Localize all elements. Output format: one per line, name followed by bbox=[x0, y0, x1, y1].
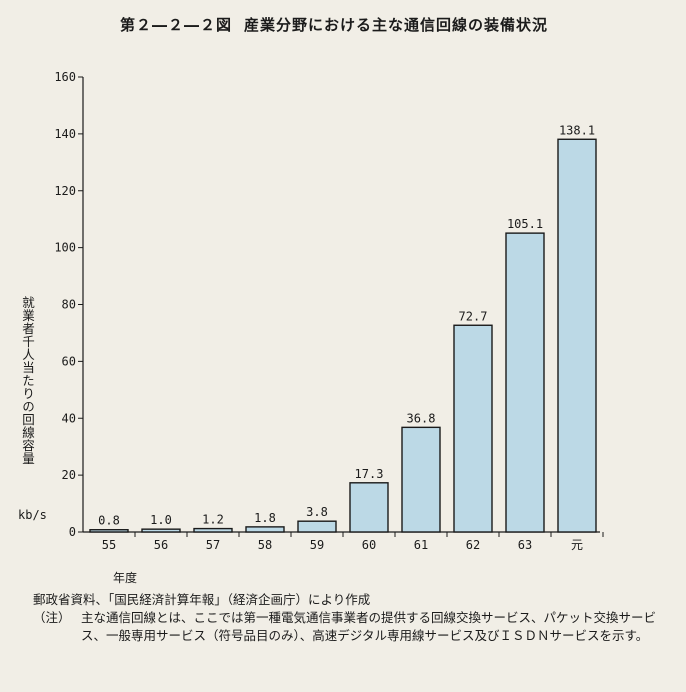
y-tick-label: 0 bbox=[69, 525, 76, 539]
bar-value-label: 17.3 bbox=[355, 467, 384, 481]
bar-value-label: 72.7 bbox=[459, 309, 488, 323]
figure-title-text: 産業分野における主な通信回線の装備状況 bbox=[244, 16, 549, 34]
y-ticks: 0 20 40 60 80 100 120 140 160 bbox=[54, 70, 83, 539]
bar bbox=[453, 324, 493, 533]
bar-value-label: 1.0 bbox=[150, 513, 172, 527]
x-tick-label: 元 bbox=[571, 538, 583, 552]
bar bbox=[401, 426, 441, 533]
bars: 0.8 1.0 1.2 1.8 3.8 17.3 36.8 72.7 105.1 138.1 bbox=[89, 123, 597, 533]
footnote-text: 主な通信回線とは、ここでは第一種電気通信事業者の提供する回線交換サービス、パケッ… bbox=[81, 610, 657, 643]
bar bbox=[297, 520, 337, 533]
bar-value-label: 1.2 bbox=[202, 513, 224, 527]
bar-value-label: 0.8 bbox=[98, 514, 120, 528]
figure-title: 第２―２―２図 産業分野における主な通信回線の装備状況 bbox=[120, 14, 640, 35]
x-tick-label: 61 bbox=[414, 538, 428, 552]
x-tick-label: 60 bbox=[362, 538, 376, 552]
bar bbox=[557, 138, 597, 533]
bar-value-label: 138.1 bbox=[559, 123, 595, 137]
y-tick-label: 60 bbox=[62, 354, 76, 368]
x-tick-label: 63 bbox=[518, 538, 532, 552]
bar-value-label: 105.1 bbox=[507, 217, 543, 231]
bar bbox=[245, 526, 285, 533]
y-tick-label: 120 bbox=[54, 184, 76, 198]
y-tick-label: 160 bbox=[54, 70, 76, 84]
figure-number: 第２―２―２図 bbox=[120, 16, 233, 34]
bar-value-label: 1.8 bbox=[254, 511, 276, 525]
x-tick-label: 57 bbox=[206, 538, 220, 552]
bar bbox=[193, 527, 233, 533]
footnote: （注） 主な通信回線とは、ここでは第一種電気通信事業者の提供する回線交換サービス… bbox=[33, 609, 669, 645]
x-tick-label: 58 bbox=[258, 538, 272, 552]
x-tick-label: 59 bbox=[310, 538, 324, 552]
x-tick-label: 62 bbox=[466, 538, 480, 552]
y-axis-unit: kb/s bbox=[18, 508, 47, 522]
bar-value-label: 3.8 bbox=[306, 505, 328, 519]
bar bbox=[349, 482, 389, 533]
y-tick-label: 40 bbox=[62, 411, 76, 425]
x-axis-label: 年度 bbox=[113, 571, 138, 585]
bar-value-label: 36.8 bbox=[407, 411, 436, 425]
y-axis-label: 就業者千人当たりの回線容量 bbox=[20, 296, 35, 465]
source-note: 郵政省資料、「国民経済計算年報」（経済企画庁）により作成 bbox=[33, 592, 371, 607]
x-tick-labels: 55 56 57 58 59 60 61 62 63 元 bbox=[102, 532, 604, 552]
bar bbox=[89, 529, 129, 533]
x-tick-label: 56 bbox=[154, 538, 168, 552]
footnote-label: （注） bbox=[33, 610, 71, 625]
bar bbox=[505, 232, 545, 533]
y-tick-label: 80 bbox=[62, 298, 76, 312]
y-tick-label: 20 bbox=[62, 468, 76, 482]
bar bbox=[141, 528, 181, 533]
y-tick-label: 140 bbox=[54, 127, 76, 141]
x-tick-label: 55 bbox=[102, 538, 116, 552]
y-tick-label: 100 bbox=[54, 241, 76, 255]
